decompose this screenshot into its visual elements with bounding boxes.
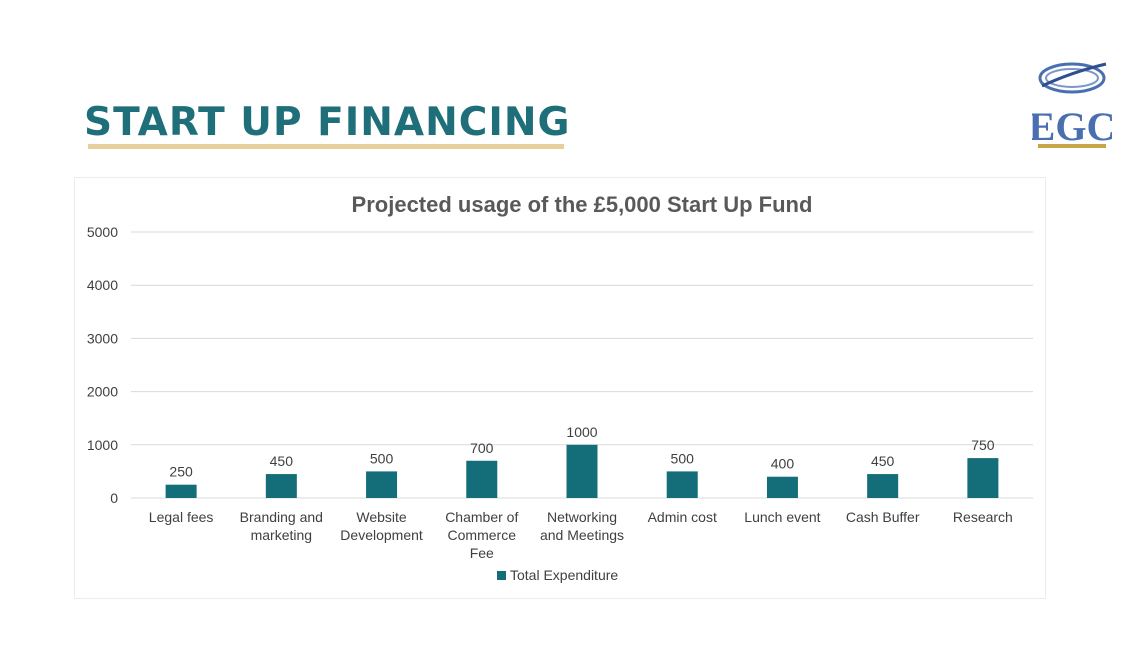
bar [967, 458, 999, 498]
data-label: 250 [169, 464, 193, 480]
x-tick-label: Commerce [448, 527, 517, 543]
logo-gold-bar [1038, 144, 1106, 148]
x-tick-label: Development [340, 527, 423, 543]
bar [566, 444, 598, 498]
y-tick-label: 1000 [87, 437, 118, 453]
y-tick-label: 4000 [87, 277, 118, 293]
bar [265, 474, 297, 498]
x-tick-label: Lunch event [744, 509, 820, 525]
data-label: 1000 [566, 424, 597, 440]
y-tick-label: 0 [110, 490, 118, 506]
egc-logo: EGC [1032, 62, 1112, 149]
x-tick-label: marketing [251, 527, 312, 543]
x-tick-label: Networking [547, 509, 617, 525]
bar [165, 484, 197, 498]
chart-container: Projected usage of the £5,000 Start Up F… [74, 177, 1046, 599]
logo-swoosh [1041, 62, 1107, 88]
x-tick-label: Cash Buffer [846, 509, 920, 525]
legend-label: Total Expenditure [510, 567, 618, 583]
title-underline [88, 144, 564, 149]
bar [366, 471, 398, 498]
data-label: 500 [370, 450, 394, 466]
x-tick-label: Website [356, 509, 407, 525]
data-label: 400 [771, 456, 795, 472]
x-tick-label: Chamber of [445, 509, 518, 525]
bar [466, 460, 498, 498]
x-tick-label: Branding and [240, 509, 323, 525]
bar [867, 474, 899, 498]
x-tick-label: Fee [470, 545, 494, 561]
slide-title: START UP FINANCING [84, 100, 571, 145]
x-tick-label: Admin cost [648, 509, 717, 525]
x-tick-label: Research [953, 509, 1013, 525]
data-label: 750 [971, 437, 995, 453]
logo-ring-inner [1045, 68, 1099, 88]
data-label: 700 [470, 440, 494, 456]
bar-chart: Projected usage of the £5,000 Start Up F… [87, 192, 1033, 583]
bar [766, 476, 798, 498]
legend-swatch [497, 571, 506, 580]
y-tick-label: 2000 [87, 384, 118, 400]
x-tick-label: and Meetings [540, 527, 624, 543]
logo-text: EGC [1032, 104, 1112, 149]
chart-title: Projected usage of the £5,000 Start Up F… [352, 192, 813, 217]
y-tick-label: 3000 [87, 330, 118, 346]
y-tick-label: 5000 [87, 224, 118, 240]
data-label: 450 [270, 453, 294, 469]
data-label: 450 [871, 453, 895, 469]
x-tick-label: Legal fees [149, 509, 214, 525]
logo-ring-outer [1038, 62, 1106, 94]
bar [666, 471, 698, 498]
data-label: 500 [671, 450, 695, 466]
